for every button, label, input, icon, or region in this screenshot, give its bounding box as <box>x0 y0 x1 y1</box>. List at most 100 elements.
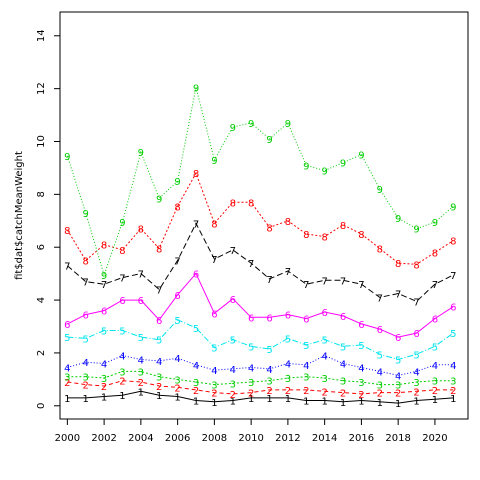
series-3-point-label: 3 <box>413 378 419 389</box>
series-2-point-label: 2 <box>266 386 272 397</box>
series-9-point-label: 9 <box>193 83 199 94</box>
series-6-point-label: 6 <box>303 315 309 326</box>
series-2-point-label: 2 <box>230 390 236 401</box>
series-1-point-label: 1 <box>303 397 309 408</box>
series-4-point-label: 4 <box>230 365 236 376</box>
series-5-point-label: 5 <box>119 326 125 337</box>
series-7-point-label: 7 <box>266 275 272 286</box>
series-2-point-label: 2 <box>432 386 438 397</box>
series-2-point-label: 2 <box>340 389 346 400</box>
series-3-point-label: 3 <box>285 374 291 385</box>
series-9-point-label: 9 <box>395 214 401 225</box>
series-7-point-label: 7 <box>285 267 291 278</box>
series-lines <box>66 87 454 404</box>
series-2-point-label: 2 <box>413 387 419 398</box>
series-1-point-label: 1 <box>358 397 364 408</box>
series-1-point-label: 1 <box>174 393 180 404</box>
series-9-point-label: 9 <box>358 151 364 162</box>
series-9-point-label: 9 <box>413 225 419 236</box>
series-3-point-label: 3 <box>138 367 144 378</box>
series-8-point-label: 8 <box>230 198 236 209</box>
series-7-point-label: 7 <box>119 274 125 285</box>
series-1-point-label: 1 <box>395 399 401 410</box>
series-7-point-label: 7 <box>156 286 162 297</box>
x-tick-label: 2012 <box>275 433 300 444</box>
series-4-point-label: 4 <box>101 360 107 371</box>
series-8-point-label: 8 <box>377 245 383 256</box>
series-1-point-label: 1 <box>321 397 327 408</box>
series-2-point-label: 2 <box>156 382 162 393</box>
series-1-point-label: 1 <box>377 398 383 409</box>
series-3-point-label: 3 <box>64 373 70 384</box>
series-3-point-label: 3 <box>432 377 438 388</box>
series-3-point-label: 3 <box>156 373 162 384</box>
series-9-point-label: 9 <box>432 218 438 229</box>
series-7-point-label: 7 <box>432 280 438 291</box>
series-3-point-label: 3 <box>101 374 107 385</box>
series-9-point-label: 9 <box>340 159 346 170</box>
series-4-point-label: 4 <box>413 367 419 378</box>
series-9-point-label: 9 <box>138 148 144 159</box>
series-5-point-label: 5 <box>395 356 401 367</box>
series-6-point-label: 6 <box>193 270 199 281</box>
y-tick-label: 8 <box>36 191 47 197</box>
series-6-point-label: 6 <box>413 329 419 340</box>
series-4-point-label: 4 <box>83 358 89 369</box>
series-3-point-label: 3 <box>193 378 199 389</box>
series-8-point-label: 8 <box>138 225 144 236</box>
series-line-8 <box>66 172 454 265</box>
series-1-point-label: 1 <box>211 398 217 409</box>
series-3-point-label: 3 <box>119 367 125 378</box>
series-3-point-label: 3 <box>450 377 456 388</box>
x-tick-label: 2006 <box>165 433 190 444</box>
series-7-point-label: 7 <box>193 219 199 230</box>
series-6-point-label: 6 <box>248 313 254 324</box>
plot-frame <box>59 11 469 420</box>
series-8-point-label: 8 <box>303 230 309 241</box>
series-5-point-label: 5 <box>266 345 272 356</box>
series-9-point-label: 9 <box>211 156 217 167</box>
series-5-point-label: 5 <box>64 333 70 344</box>
series-5-point-label: 5 <box>138 333 144 344</box>
series-3-point-label: 3 <box>395 381 401 392</box>
series-9-point-label: 9 <box>450 202 456 213</box>
series-line-2 <box>67 380 454 395</box>
series-7-point-label: 7 <box>340 276 346 287</box>
series-5-point-label: 5 <box>321 336 327 347</box>
series-2-point-label: 2 <box>83 381 89 392</box>
series-6-point-label: 6 <box>138 296 144 307</box>
series-1-point-label: 1 <box>340 398 346 409</box>
series-6-point-label: 6 <box>450 303 456 314</box>
series-5-point-label: 5 <box>450 329 456 340</box>
series-6-point-label: 6 <box>377 325 383 336</box>
series-1-point-label: 1 <box>156 391 162 402</box>
x-tick-label: 2002 <box>91 433 116 444</box>
series-9-point-label: 9 <box>321 167 327 178</box>
series-5-point-label: 5 <box>230 336 236 347</box>
series-4-point-label: 4 <box>193 361 199 372</box>
series-2-point-label: 2 <box>321 387 327 398</box>
series-7-point-label: 7 <box>64 262 70 273</box>
y-axis-title: fit$dat$catchMeanWeight <box>14 151 25 280</box>
series-2-point-label: 2 <box>358 390 364 401</box>
x-tick-label: 2000 <box>55 433 80 444</box>
series-7-point-label: 7 <box>377 293 383 304</box>
series-3-point-label: 3 <box>266 377 272 388</box>
series-7-point-label: 7 <box>230 246 236 257</box>
series-4-point-label: 4 <box>321 352 327 363</box>
series-7-point-label: 7 <box>83 278 89 289</box>
series-1-point-label: 1 <box>450 394 456 405</box>
series-6-point-label: 6 <box>266 313 272 324</box>
series-2-point-label: 2 <box>64 378 70 389</box>
series-7-point-label: 7 <box>358 280 364 291</box>
series-6-point-label: 6 <box>211 309 217 320</box>
series-5-point-label: 5 <box>101 326 107 337</box>
series-3-point-label: 3 <box>174 375 180 386</box>
series-5-point-label: 5 <box>156 336 162 347</box>
series-3-point-label: 3 <box>303 373 309 384</box>
series-5-point-label: 5 <box>303 341 309 352</box>
y-tick-label: 12 <box>36 82 47 95</box>
series-6-point-label: 6 <box>119 296 125 307</box>
series-6-point-label: 6 <box>156 316 162 327</box>
series-2-point-label: 2 <box>395 389 401 400</box>
